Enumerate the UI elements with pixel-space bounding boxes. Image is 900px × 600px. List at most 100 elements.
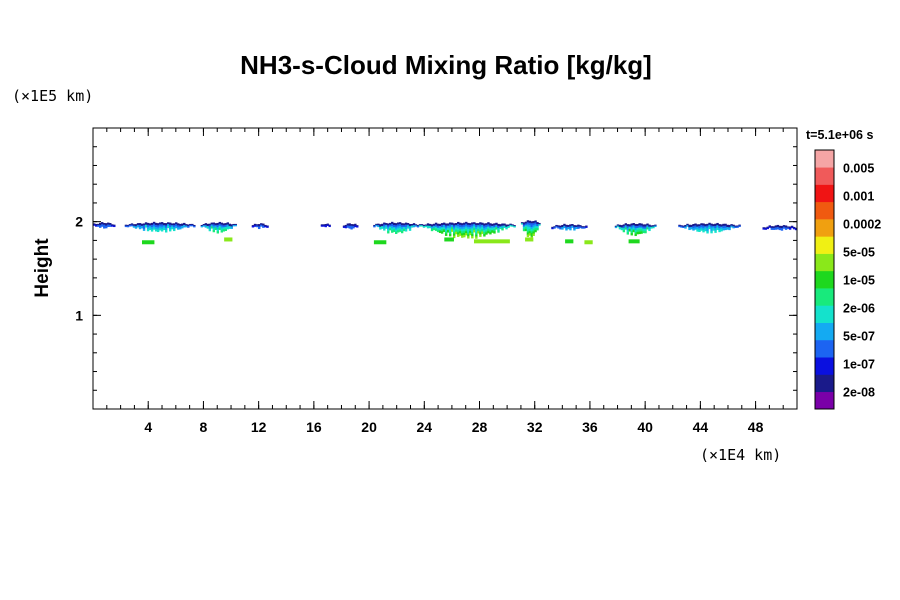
cloud-pixel	[138, 226, 142, 230]
cloud-pixel	[387, 229, 390, 232]
cloud-pixel	[389, 228, 392, 231]
cloud-pixel	[463, 224, 466, 228]
cloud-pixel	[463, 234, 466, 238]
cloud-pixel	[140, 225, 144, 229]
cloud-pixel	[422, 224, 426, 227]
cloud-pixel	[526, 228, 530, 231]
cloud-pixel	[436, 229, 440, 233]
cloud-pixel	[200, 225, 204, 228]
cloud-pixel	[446, 227, 450, 231]
cloud-pixel	[467, 236, 470, 239]
cloud-pixel	[710, 223, 713, 226]
y-tick-label: 2	[75, 214, 83, 230]
cloud-pixel	[714, 223, 717, 227]
cloud-pixel	[160, 226, 164, 230]
cloud-pixel	[722, 227, 725, 231]
cloud-pixel	[776, 224, 780, 228]
cloud-pixel	[770, 226, 774, 229]
cloud-pixel	[624, 223, 628, 226]
cloud-pixel	[632, 229, 635, 233]
y-axis-label: Height	[32, 238, 53, 298]
cloud-pixel	[220, 226, 223, 229]
cloud-pixel	[571, 225, 574, 228]
cloud-pixel	[175, 226, 178, 229]
cloud-pixel	[436, 223, 440, 227]
cloud-pixel	[387, 225, 390, 228]
cloud-pixel	[426, 223, 430, 227]
cloud-pixel	[171, 223, 174, 226]
cloud-pixel	[493, 225, 496, 228]
cloud-pixel	[511, 224, 514, 226]
cloud-pixel	[640, 225, 643, 228]
cloud-pixel	[720, 226, 723, 230]
cloud-pixel	[442, 229, 446, 233]
cloud-pixel	[185, 225, 188, 228]
cloud-pixel	[688, 227, 691, 231]
cloud-pixel	[130, 224, 134, 227]
cloud-pixel	[356, 225, 359, 227]
cloud-pixel	[148, 223, 152, 226]
x-unit-label: (×1E4 km)	[700, 446, 781, 464]
cloud-pixel	[377, 225, 380, 228]
colorbar-label: 2e-08	[843, 386, 875, 400]
cloud-pixel	[124, 225, 128, 228]
cloud-pixel	[561, 224, 564, 228]
cloud-pixel	[97, 223, 100, 226]
cloud-pixel	[146, 224, 150, 228]
cloud-pixel	[485, 230, 488, 233]
cloud-pixel	[181, 223, 184, 227]
cloud-pixel	[563, 225, 566, 229]
cloud-pixel	[528, 229, 531, 232]
cloud-pixel	[475, 223, 478, 226]
cloud-pixel	[762, 228, 765, 230]
cloud-pixel	[732, 226, 735, 229]
cloud-pixel	[487, 226, 490, 230]
cloud-pixel	[395, 231, 398, 234]
cloud-pixel	[774, 225, 778, 228]
cloud-pixel	[214, 225, 218, 228]
cloud-pixel	[216, 224, 220, 228]
cloud-pixel	[569, 226, 572, 229]
cloud-pixel	[634, 225, 637, 229]
colorbar-label: 2e-06	[843, 302, 875, 316]
cloud-pixel	[400, 230, 404, 234]
cloud-pixel	[702, 229, 705, 233]
cloud-pixel	[507, 225, 510, 228]
cloud-pixel	[352, 226, 355, 229]
cloud-pixel	[563, 223, 566, 227]
cloud-pixel	[430, 226, 434, 230]
cloud-pixel	[724, 227, 727, 231]
cloud-pixel	[569, 228, 572, 231]
cloud-pixel	[714, 228, 717, 231]
cloud-pixel	[718, 224, 721, 227]
cloud-pixel	[489, 229, 492, 233]
cloud-pixel	[356, 226, 359, 228]
cloud-pixel	[467, 234, 470, 237]
cloud-pixel	[266, 226, 269, 228]
cloud-pixel	[724, 223, 727, 227]
cloud-pixel	[778, 225, 782, 229]
cloud-pixel	[187, 224, 190, 227]
cloud-pixel	[520, 223, 524, 225]
cloud-pixel	[573, 225, 576, 228]
cloud-pixel	[424, 225, 428, 228]
y-unit-label: (×1E5 km)	[12, 87, 93, 105]
cloud-pixel	[444, 233, 448, 236]
cloud-pixel	[383, 228, 386, 231]
cloud-cell	[551, 223, 588, 231]
cloud-pixel	[220, 224, 223, 227]
cloud-pixel	[400, 223, 404, 226]
cloud-cell	[124, 221, 196, 233]
cloud-pixel	[528, 233, 531, 236]
cloud-pixel	[391, 223, 394, 227]
cloud-pixel	[136, 225, 140, 228]
cloud-pixel	[97, 225, 100, 227]
cloud-pixel	[402, 223, 406, 226]
cloud-pixel	[706, 223, 709, 227]
colorbar-swatch	[815, 184, 834, 203]
precip-patch	[224, 237, 233, 242]
cloud-pixel	[692, 226, 695, 229]
cloud-pixel	[160, 228, 164, 232]
cloud-pixel	[694, 227, 697, 230]
